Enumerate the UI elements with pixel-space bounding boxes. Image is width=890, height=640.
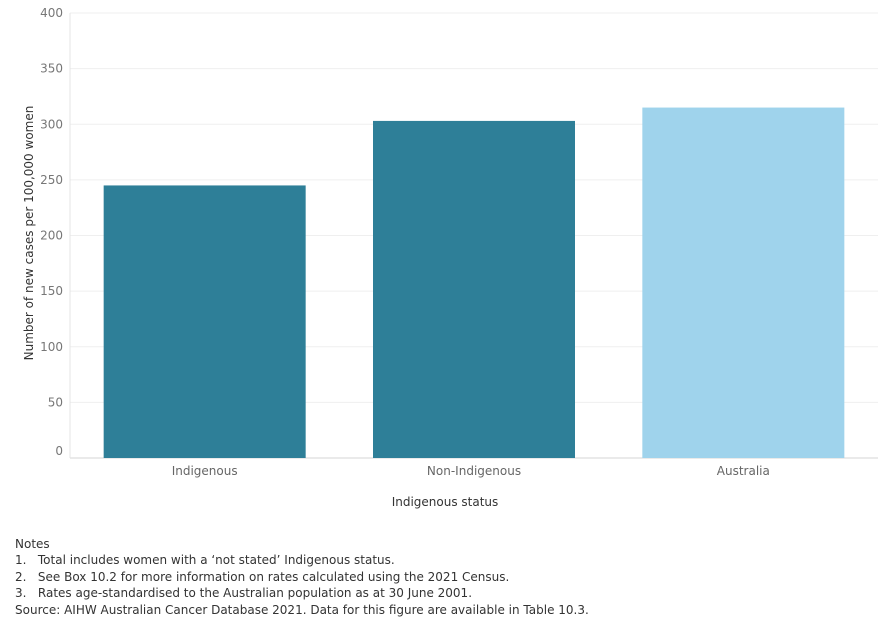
y-tick-label: 200 [40, 229, 63, 243]
bars [103, 107, 845, 458]
y-tick-label: 100 [40, 340, 63, 354]
y-axis-title: Number of new cases per 100,000 women [22, 106, 36, 361]
x-axis-title: Indigenous status [392, 495, 499, 509]
bar-indigenous [103, 185, 306, 458]
note-item-3: 3. Rates age-standardised to the Austral… [15, 586, 473, 601]
y-axis-ticks: 0 50 100 150 200 250 300 350 400 [40, 6, 63, 458]
y-tick-label: 300 [40, 117, 63, 131]
y-tick-label: 250 [40, 173, 63, 187]
bar-chart: 0 50 100 150 200 250 300 350 400 Indigenous Non-I… [22, 6, 878, 509]
source-note: Source: AIHW Australian Cancer Database … [15, 602, 589, 617]
x-category-label: Indigenous [172, 464, 238, 478]
y-tick-label: 50 [48, 395, 63, 409]
y-tick-label: 350 [40, 62, 63, 76]
y-tick-label: 400 [40, 6, 63, 20]
notes-heading: Notes [15, 537, 50, 551]
x-category-label: Non-Indigenous [427, 464, 521, 478]
note-item-2: 2. See Box 10.2 for more information on … [15, 569, 510, 584]
notes-section: Notes 1. Total includes women with a ‘no… [15, 536, 589, 618]
bar-australia [642, 107, 845, 458]
y-tick-label: 0 [55, 444, 63, 458]
x-category-label: Australia [717, 464, 770, 478]
x-axis-categories: Indigenous Non-Indigenous Australia [172, 464, 770, 478]
bar-non-indigenous [373, 120, 575, 458]
note-item-1: 1. Total includes women with a ‘not stat… [15, 553, 395, 568]
y-tick-label: 150 [40, 284, 63, 298]
